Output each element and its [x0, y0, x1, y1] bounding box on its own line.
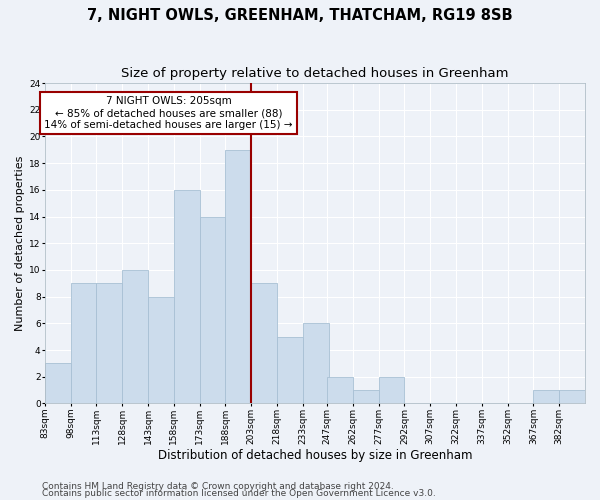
Bar [327, 376, 353, 404]
X-axis label: Distribution of detached houses by size in Greenham: Distribution of detached houses by size … [158, 450, 472, 462]
Text: 7, NIGHT OWLS, GREENHAM, THATCHAM, RG19 8SB: 7, NIGHT OWLS, GREENHAM, THATCHAM, RG19 … [87, 8, 513, 22]
Bar [379, 376, 404, 404]
Bar [200, 216, 226, 404]
Text: 7 NIGHT OWLS: 205sqm
← 85% of detached houses are smaller (88)
14% of semi-detac: 7 NIGHT OWLS: 205sqm ← 85% of detached h… [44, 96, 293, 130]
Bar [533, 390, 559, 404]
Bar [277, 336, 303, 404]
Bar [251, 284, 277, 404]
Bar [303, 324, 329, 404]
Bar [559, 390, 585, 404]
Text: Contains HM Land Registry data © Crown copyright and database right 2024.: Contains HM Land Registry data © Crown c… [42, 482, 394, 491]
Y-axis label: Number of detached properties: Number of detached properties [15, 156, 25, 331]
Bar [226, 150, 251, 404]
Bar [45, 364, 71, 404]
Bar [174, 190, 200, 404]
Bar [353, 390, 379, 404]
Bar [148, 296, 174, 404]
Bar [71, 284, 97, 404]
Text: Contains public sector information licensed under the Open Government Licence v3: Contains public sector information licen… [42, 490, 436, 498]
Bar [122, 270, 148, 404]
Title: Size of property relative to detached houses in Greenham: Size of property relative to detached ho… [121, 68, 509, 80]
Bar [97, 284, 122, 404]
